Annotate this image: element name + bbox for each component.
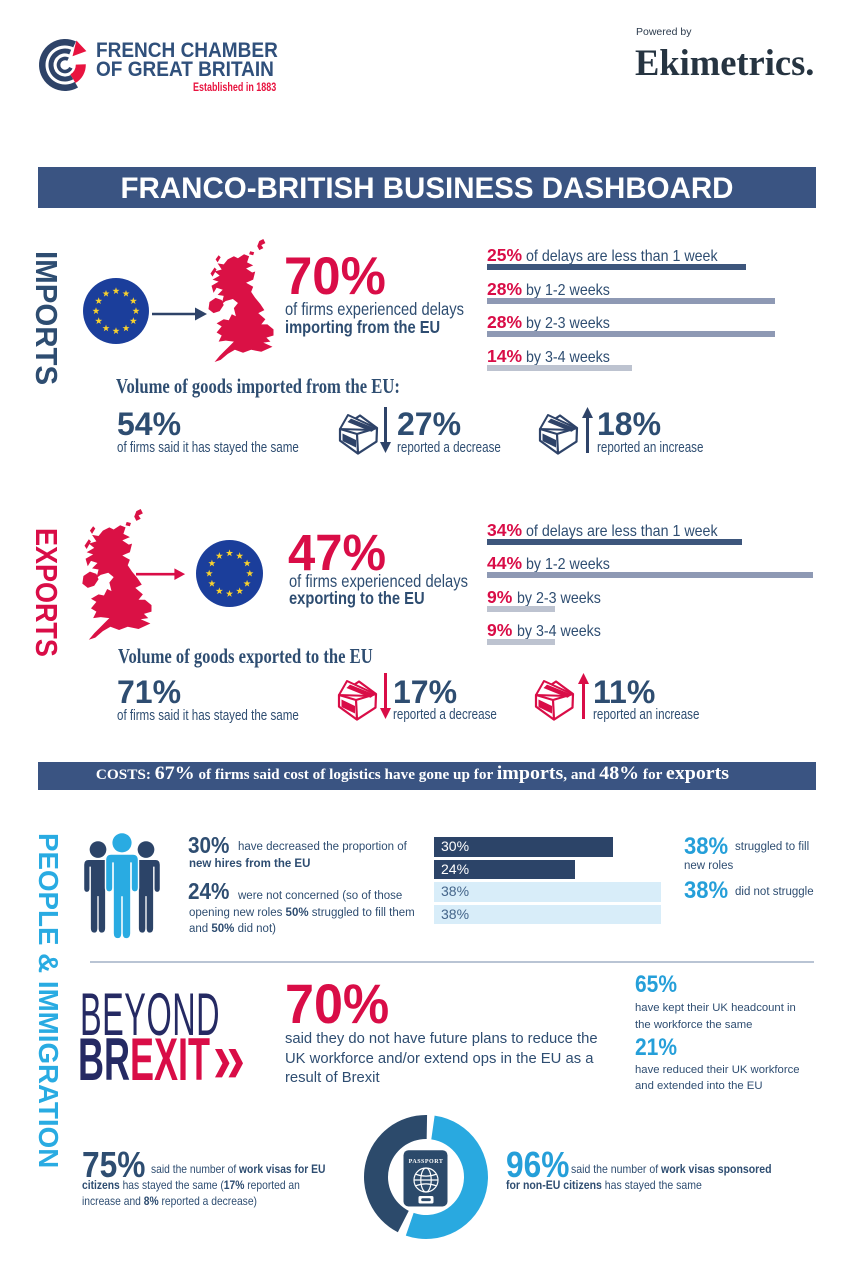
svg-text:PASSPORT: PASSPORT xyxy=(409,1159,444,1165)
